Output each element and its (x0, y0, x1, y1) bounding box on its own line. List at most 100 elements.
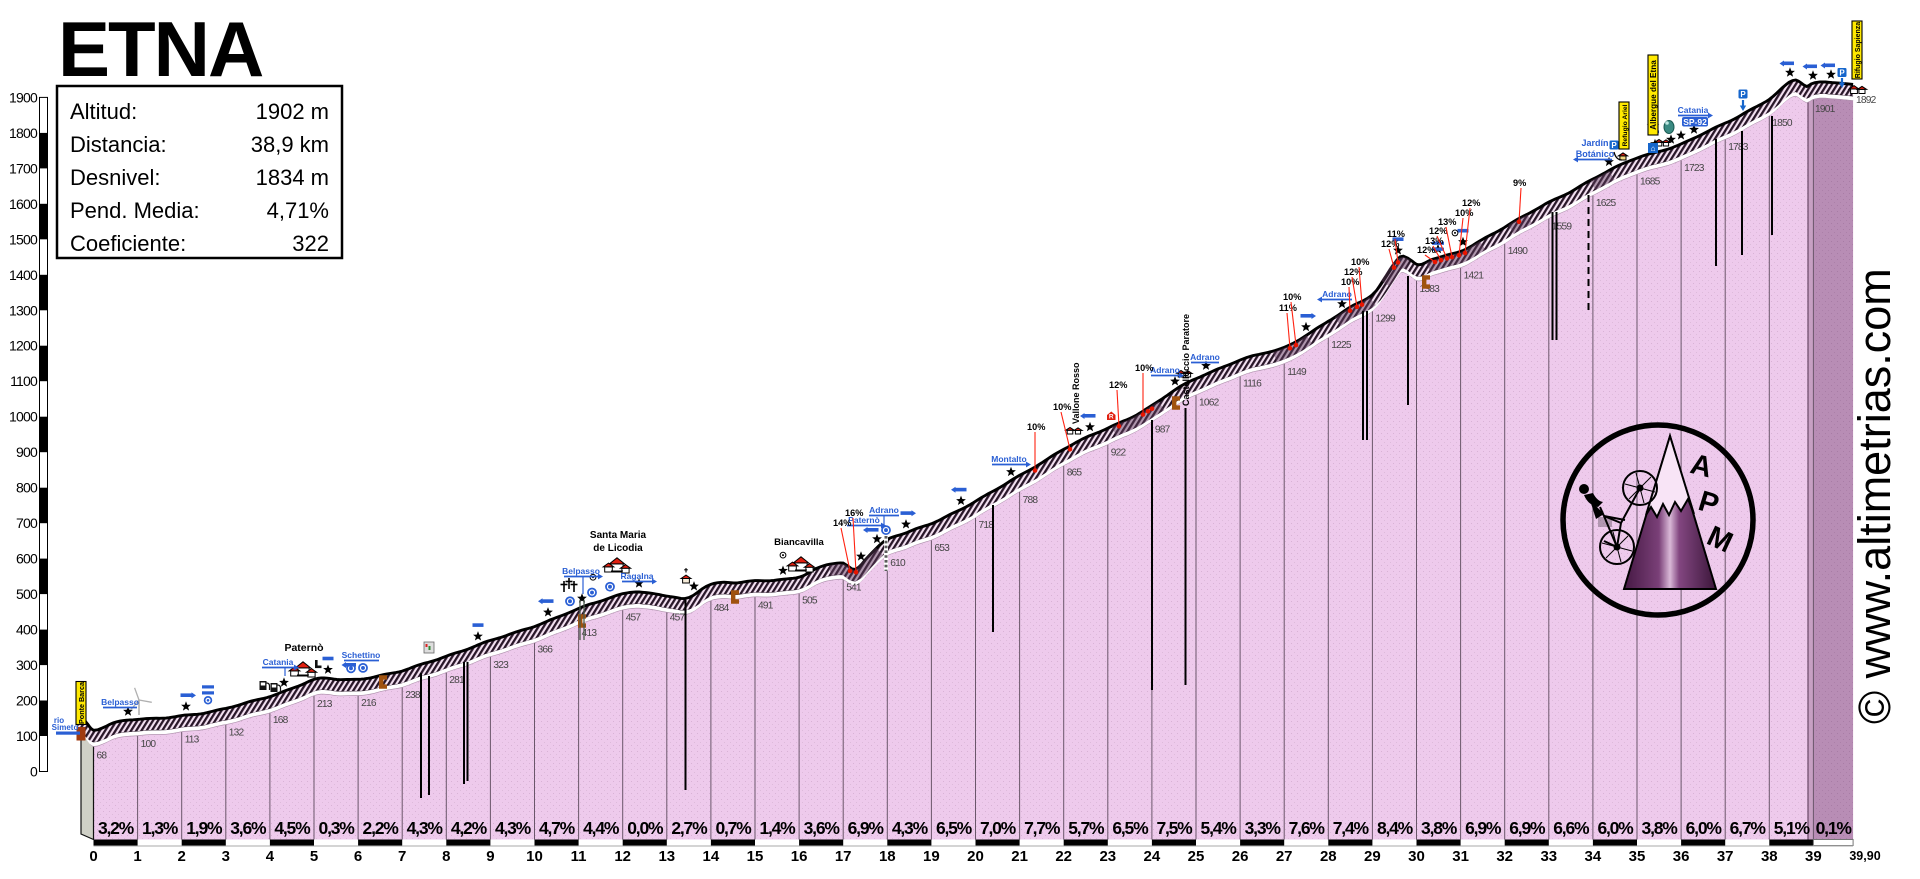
svg-text:6,9%: 6,9% (1509, 818, 1546, 838)
svg-text:0: 0 (30, 764, 38, 780)
svg-text:800: 800 (16, 480, 38, 496)
svg-text:0,0%: 0,0% (627, 818, 664, 838)
svg-text:26: 26 (1232, 848, 1249, 865)
svg-text:610: 610 (890, 558, 906, 569)
svg-text:⌂: ⌂ (1651, 144, 1656, 153)
svg-text:Castelluccio Paratore: Castelluccio Paratore (1181, 314, 1191, 406)
svg-text:Botánico: Botánico (1576, 149, 1615, 159)
svg-text:16: 16 (791, 848, 808, 865)
svg-text:10%: 10% (1341, 277, 1359, 287)
svg-text:30: 30 (1408, 848, 1425, 865)
svg-text:15: 15 (747, 848, 764, 865)
svg-text:1225: 1225 (1331, 340, 1352, 351)
svg-text:281: 281 (449, 675, 465, 686)
svg-text:7,6%: 7,6% (1289, 818, 1326, 838)
svg-text:Altitud:: Altitud: (70, 99, 137, 124)
svg-text:865: 865 (1067, 468, 1083, 479)
svg-text:1700: 1700 (9, 160, 38, 176)
svg-text:1723: 1723 (1684, 163, 1705, 174)
svg-text:10%: 10% (1283, 292, 1301, 302)
svg-text:7: 7 (398, 848, 406, 865)
svg-text:Catania: Catania (1678, 105, 1709, 115)
svg-text:1,9%: 1,9% (186, 818, 223, 838)
svg-text:1149: 1149 (1287, 367, 1307, 378)
svg-text:P: P (1611, 141, 1617, 150)
svg-text:ETNA: ETNA (58, 5, 263, 93)
svg-text:1559: 1559 (1552, 221, 1573, 232)
svg-text:238: 238 (405, 690, 421, 701)
svg-text:922: 922 (1111, 447, 1127, 458)
svg-text:1299: 1299 (1375, 314, 1396, 325)
svg-text:12%: 12% (1109, 380, 1127, 390)
svg-text:1116: 1116 (1243, 379, 1262, 390)
svg-text:39: 39 (1805, 848, 1822, 865)
svg-text:38: 38 (1761, 848, 1778, 865)
svg-text:4,4%: 4,4% (583, 818, 620, 838)
svg-text:2,7%: 2,7% (671, 818, 708, 838)
svg-text:16%: 16% (845, 508, 863, 518)
svg-text:1892: 1892 (1856, 95, 1877, 106)
svg-text:3,2%: 3,2% (98, 818, 135, 838)
svg-text:4,3%: 4,3% (407, 818, 444, 838)
svg-text:Paternò: Paternò (848, 515, 880, 525)
svg-text:10%: 10% (1455, 208, 1473, 218)
svg-text:35: 35 (1629, 848, 1646, 865)
svg-text:29: 29 (1364, 848, 1381, 865)
svg-text:14%: 14% (833, 518, 851, 528)
svg-text:Adrano: Adrano (1150, 365, 1180, 375)
svg-text:3,8%: 3,8% (1421, 818, 1458, 838)
svg-text:6,5%: 6,5% (936, 818, 973, 838)
svg-text:rio: rio (54, 716, 64, 725)
svg-text:3,3%: 3,3% (1245, 818, 1282, 838)
svg-text:SP-92: SP-92 (1683, 117, 1707, 127)
svg-text:113: 113 (185, 734, 200, 745)
svg-text:788: 788 (1023, 495, 1039, 506)
svg-text:6,0%: 6,0% (1686, 818, 1723, 838)
svg-text:11%: 11% (1279, 303, 1297, 313)
svg-text:366: 366 (538, 645, 554, 656)
svg-text:1685: 1685 (1640, 177, 1661, 188)
svg-text:Adrano: Adrano (1190, 352, 1220, 362)
svg-text:6,7%: 6,7% (1730, 818, 1767, 838)
svg-text:34: 34 (1585, 848, 1602, 865)
svg-text:10%: 10% (1027, 422, 1045, 432)
svg-text:14: 14 (703, 848, 720, 865)
svg-text:Coeficiente:: Coeficiente: (70, 231, 186, 256)
svg-text:1901: 1901 (1815, 104, 1836, 115)
svg-text:322: 322 (292, 231, 329, 256)
svg-text:900: 900 (16, 444, 38, 460)
svg-text:3: 3 (222, 848, 230, 865)
svg-text:4,3%: 4,3% (495, 818, 532, 838)
svg-text:5,7%: 5,7% (1068, 818, 1105, 838)
svg-text:1625: 1625 (1596, 198, 1617, 209)
svg-text:39,90: 39,90 (1849, 849, 1880, 863)
svg-text:28: 28 (1320, 848, 1337, 865)
svg-text:5: 5 (310, 848, 318, 865)
svg-text:1902 m: 1902 m (256, 99, 329, 124)
svg-text:Desnivel:: Desnivel: (70, 165, 160, 190)
svg-text:4,5%: 4,5% (274, 818, 311, 838)
svg-text:1,4%: 1,4% (759, 818, 796, 838)
svg-text:22: 22 (1055, 848, 1072, 865)
svg-text:12%: 12% (1344, 267, 1362, 277)
svg-text:0,7%: 0,7% (715, 818, 752, 838)
svg-text:13%: 13% (1425, 236, 1443, 246)
svg-text:9: 9 (486, 848, 494, 865)
svg-text:1200: 1200 (9, 338, 38, 354)
svg-text:12%: 12% (1462, 198, 1480, 208)
svg-text:6,6%: 6,6% (1553, 818, 1590, 838)
svg-text:Belpasso: Belpasso (101, 697, 139, 707)
svg-text:1783: 1783 (1728, 142, 1749, 153)
svg-text:200: 200 (16, 693, 38, 709)
svg-text:32: 32 (1496, 848, 1513, 865)
svg-text:653: 653 (934, 543, 950, 554)
svg-text:457: 457 (670, 612, 686, 623)
svg-text:3,6%: 3,6% (230, 818, 267, 838)
svg-text:505: 505 (802, 595, 818, 606)
svg-text:132: 132 (229, 728, 245, 739)
svg-text:Ragalna: Ragalna (620, 571, 653, 581)
svg-text:4: 4 (266, 848, 275, 865)
svg-text:7,7%: 7,7% (1024, 818, 1061, 838)
svg-text:2,2%: 2,2% (363, 818, 400, 838)
svg-text:4,7%: 4,7% (539, 818, 576, 838)
